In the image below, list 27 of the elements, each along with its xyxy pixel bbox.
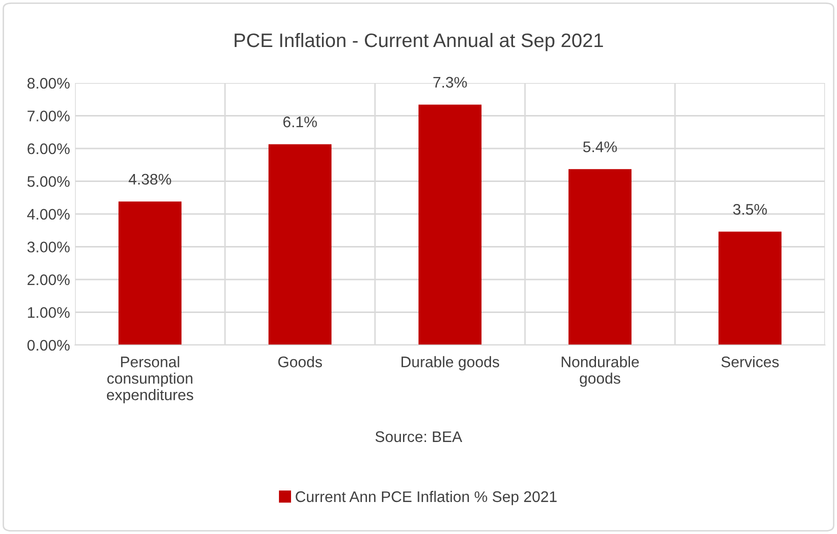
y-tick-label: 3.00%: [27, 242, 70, 252]
y-tick-label: 1.00%: [28, 307, 70, 318]
data-label: 5.4%: [583, 141, 617, 152]
bar: [418, 104, 482, 345]
legend-label: Current Ann PCE Inflation % Sep 2021: [296, 490, 557, 506]
bar: [718, 232, 782, 345]
data-label: 6.1%: [283, 116, 317, 128]
y-tick-label: 0.00%: [27, 340, 70, 351]
chart-title: PCE Inflation - Current Annual at Sep 2021: [234, 32, 603, 52]
bar: [118, 202, 182, 345]
y-tick-label: 6.00%: [28, 143, 70, 154]
data-label: 4.38%: [128, 174, 172, 185]
x-tick-label: Goods: [278, 356, 322, 368]
y-tick-label: 5.00%: [27, 176, 70, 187]
x-tick-label: Durable goods: [402, 356, 500, 370]
x-tick-label: Personal consumption expenditures: [106, 356, 194, 404]
y-tick-label: 2.00%: [28, 274, 70, 286]
y-tick-label: 4.00%: [27, 208, 70, 220]
data-label: 3.5%: [733, 204, 767, 215]
x-tick-label: Nondurable goods: [562, 356, 639, 387]
data-label: 7.3%: [433, 76, 467, 88]
y-tick-label: 8.00%: [27, 78, 70, 89]
y-tick-label: 7.00%: [28, 110, 70, 122]
bar: [568, 169, 632, 345]
bar: [268, 144, 332, 345]
source-note: Source: BEA: [375, 431, 462, 442]
x-tick-label: Services: [721, 356, 779, 368]
